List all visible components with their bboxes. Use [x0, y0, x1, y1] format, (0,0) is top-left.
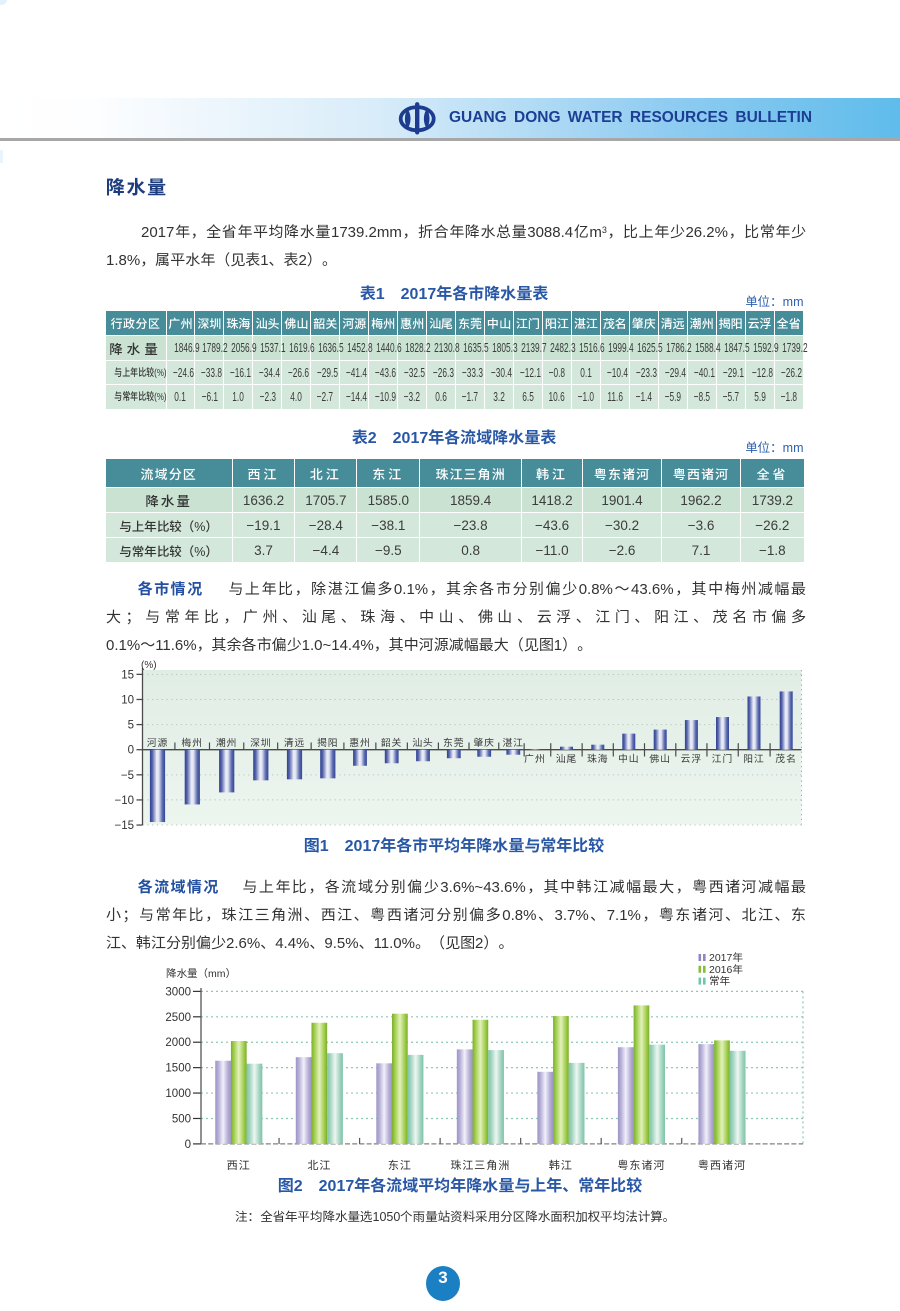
- svg-text:深圳: 深圳: [250, 737, 272, 749]
- svg-text:2017年: 2017年: [709, 952, 743, 964]
- svg-text:2016年: 2016年: [709, 964, 743, 976]
- svg-text:常年: 常年: [709, 975, 730, 988]
- svg-text:清远: 清远: [284, 737, 306, 749]
- svg-text:揭阳: 揭阳: [317, 738, 339, 749]
- svg-text:10: 10: [121, 694, 134, 706]
- svg-text:降水量（mm）: 降水量（mm）: [166, 967, 236, 980]
- svg-text:−5: −5: [121, 770, 134, 782]
- svg-text:河源: 河源: [147, 737, 169, 749]
- svg-text:惠州: 惠州: [349, 737, 371, 749]
- svg-text:韩江: 韩江: [549, 1159, 573, 1172]
- svg-text:云浮: 云浮: [681, 753, 703, 765]
- svg-text:15: 15: [121, 669, 134, 681]
- svg-text:1000: 1000: [165, 1088, 191, 1100]
- svg-text:西江: 西江: [227, 1159, 251, 1172]
- svg-text:汕尾: 汕尾: [556, 753, 578, 765]
- svg-text:0: 0: [128, 745, 134, 757]
- svg-text:潮州: 潮州: [216, 737, 238, 749]
- svg-text:湛江: 湛江: [503, 737, 525, 749]
- svg-text:粤西诸河: 粤西诸河: [698, 1159, 746, 1172]
- svg-text:3000: 3000: [165, 986, 191, 998]
- svg-text:北江: 北江: [307, 1159, 331, 1172]
- svg-text:肇庆: 肇庆: [473, 737, 495, 749]
- svg-text:汕头: 汕头: [412, 737, 434, 749]
- svg-text:珠江三角洲: 珠江三角洲: [450, 1159, 510, 1172]
- svg-text:东莞: 东莞: [443, 737, 465, 749]
- svg-text:中山: 中山: [618, 753, 640, 765]
- svg-text:0: 0: [185, 1139, 191, 1151]
- svg-text:500: 500: [172, 1113, 191, 1125]
- svg-text:韶关: 韶关: [381, 737, 403, 749]
- svg-text:佛山: 佛山: [648, 753, 671, 765]
- svg-text:江门: 江门: [712, 753, 734, 765]
- svg-text:广州: 广州: [524, 753, 546, 765]
- svg-text:阳江: 阳江: [743, 753, 765, 765]
- svg-text:茂名: 茂名: [775, 753, 797, 765]
- svg-text:−10: −10: [114, 795, 134, 807]
- svg-text:1500: 1500: [165, 1063, 191, 1075]
- svg-text:(%): (%): [141, 660, 157, 671]
- svg-text:2000: 2000: [165, 1037, 191, 1049]
- svg-text:东江: 东江: [388, 1159, 412, 1172]
- svg-text:−15: −15: [114, 820, 134, 832]
- svg-text:粤东诸河: 粤东诸河: [617, 1159, 665, 1172]
- svg-text:梅州: 梅州: [181, 737, 204, 749]
- svg-text:珠海: 珠海: [587, 753, 609, 765]
- svg-text:5: 5: [128, 720, 134, 732]
- svg-text:2500: 2500: [165, 1012, 191, 1024]
